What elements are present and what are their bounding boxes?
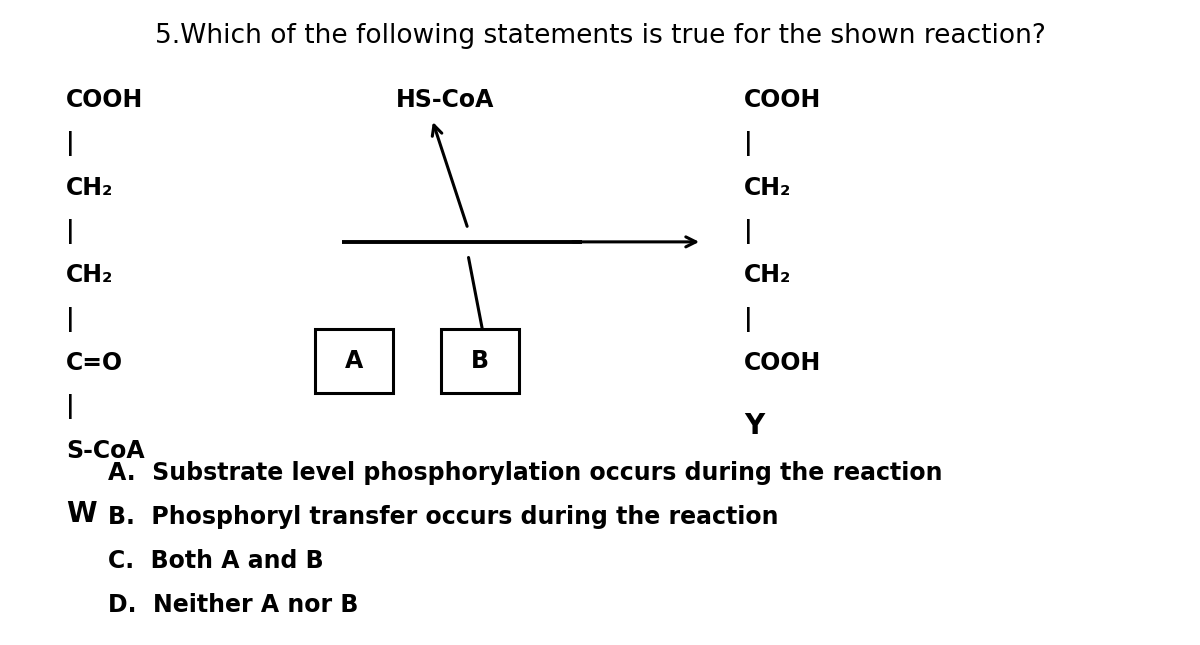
Text: CH₂: CH₂: [744, 175, 791, 200]
Bar: [442, 329, 520, 393]
Text: CH₂: CH₂: [66, 175, 113, 200]
Text: 5.Which of the following statements is true for the shown reaction?: 5.Which of the following statements is t…: [155, 23, 1045, 48]
Text: |: |: [66, 395, 74, 419]
Text: B.  Phosphoryl transfer occurs during the reaction: B. Phosphoryl transfer occurs during the…: [108, 505, 779, 529]
Text: |: |: [744, 219, 752, 244]
Text: |: |: [744, 132, 752, 156]
Text: W: W: [66, 500, 97, 528]
Text: S-CoA: S-CoA: [66, 439, 145, 463]
Text: A: A: [344, 349, 364, 373]
Text: B: B: [470, 349, 490, 373]
Text: |: |: [66, 132, 74, 156]
Text: CH₂: CH₂: [66, 263, 113, 288]
Text: Y: Y: [744, 412, 764, 441]
Text: COOH: COOH: [744, 351, 821, 375]
Text: C=O: C=O: [66, 351, 124, 375]
Text: |: |: [744, 307, 752, 332]
Text: C.  Both A and B: C. Both A and B: [108, 549, 324, 573]
Text: CH₂: CH₂: [744, 263, 791, 288]
Text: HS-CoA: HS-CoA: [396, 88, 494, 112]
Text: COOH: COOH: [66, 88, 143, 112]
Text: |: |: [66, 219, 74, 244]
Text: COOH: COOH: [744, 88, 821, 112]
Bar: [314, 329, 392, 393]
Text: |: |: [66, 307, 74, 332]
Text: D.  Neither A nor B: D. Neither A nor B: [108, 593, 359, 617]
Text: A.  Substrate level phosphorylation occurs during the reaction: A. Substrate level phosphorylation occur…: [108, 461, 942, 485]
